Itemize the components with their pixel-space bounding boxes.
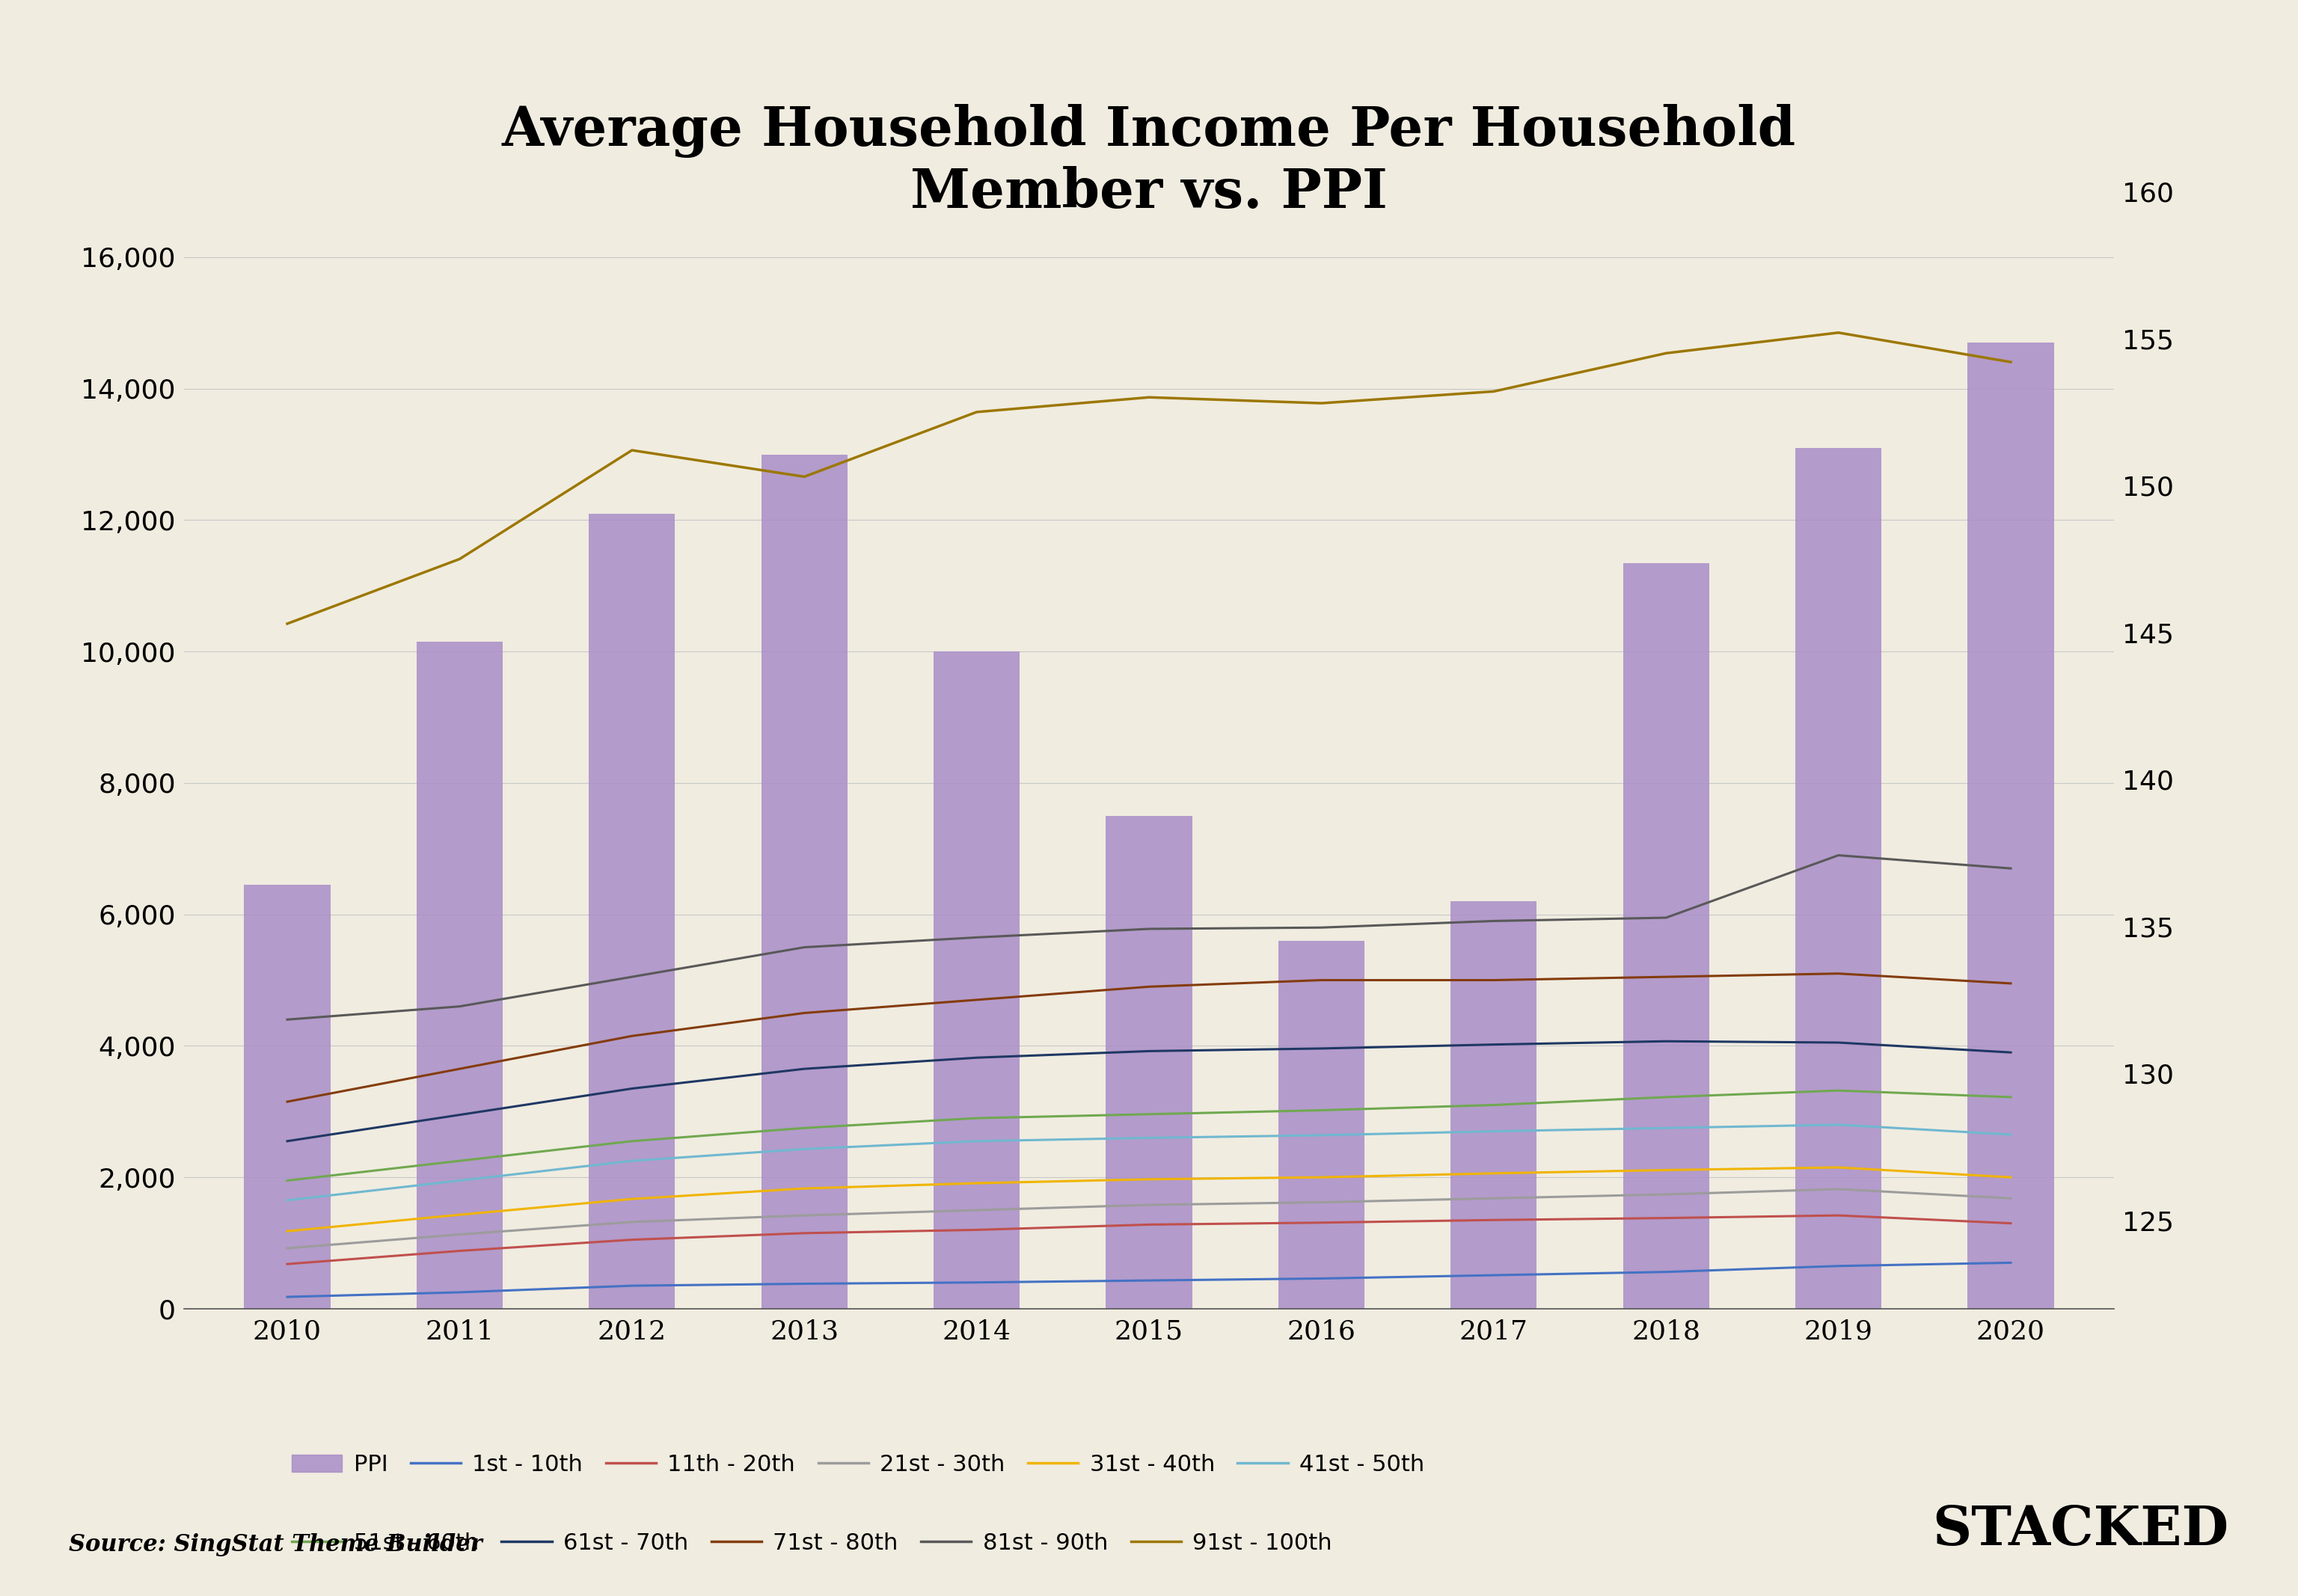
Bar [1278, 940, 1365, 1309]
Bar [1105, 816, 1193, 1309]
Bar [244, 884, 331, 1309]
Bar [1622, 563, 1710, 1309]
Text: Average Household Income Per Household
Member vs. PPI: Average Household Income Per Household M… [501, 104, 1797, 219]
Bar [933, 651, 1020, 1309]
Text: STACKED: STACKED [1933, 1503, 2229, 1556]
Bar [1967, 343, 2054, 1309]
Bar [416, 642, 503, 1309]
Text: Source: SingStat Theme Builder: Source: SingStat Theme Builder [69, 1532, 483, 1556]
Bar [1795, 448, 1882, 1309]
Bar [588, 514, 676, 1309]
Bar [1450, 902, 1537, 1309]
Legend: 51st - 60th, 61st - 70th, 71st - 80th, 81st - 90th, 91st - 100th: 51st - 60th, 61st - 70th, 71st - 80th, 8… [292, 1532, 1333, 1555]
Bar [761, 455, 848, 1309]
